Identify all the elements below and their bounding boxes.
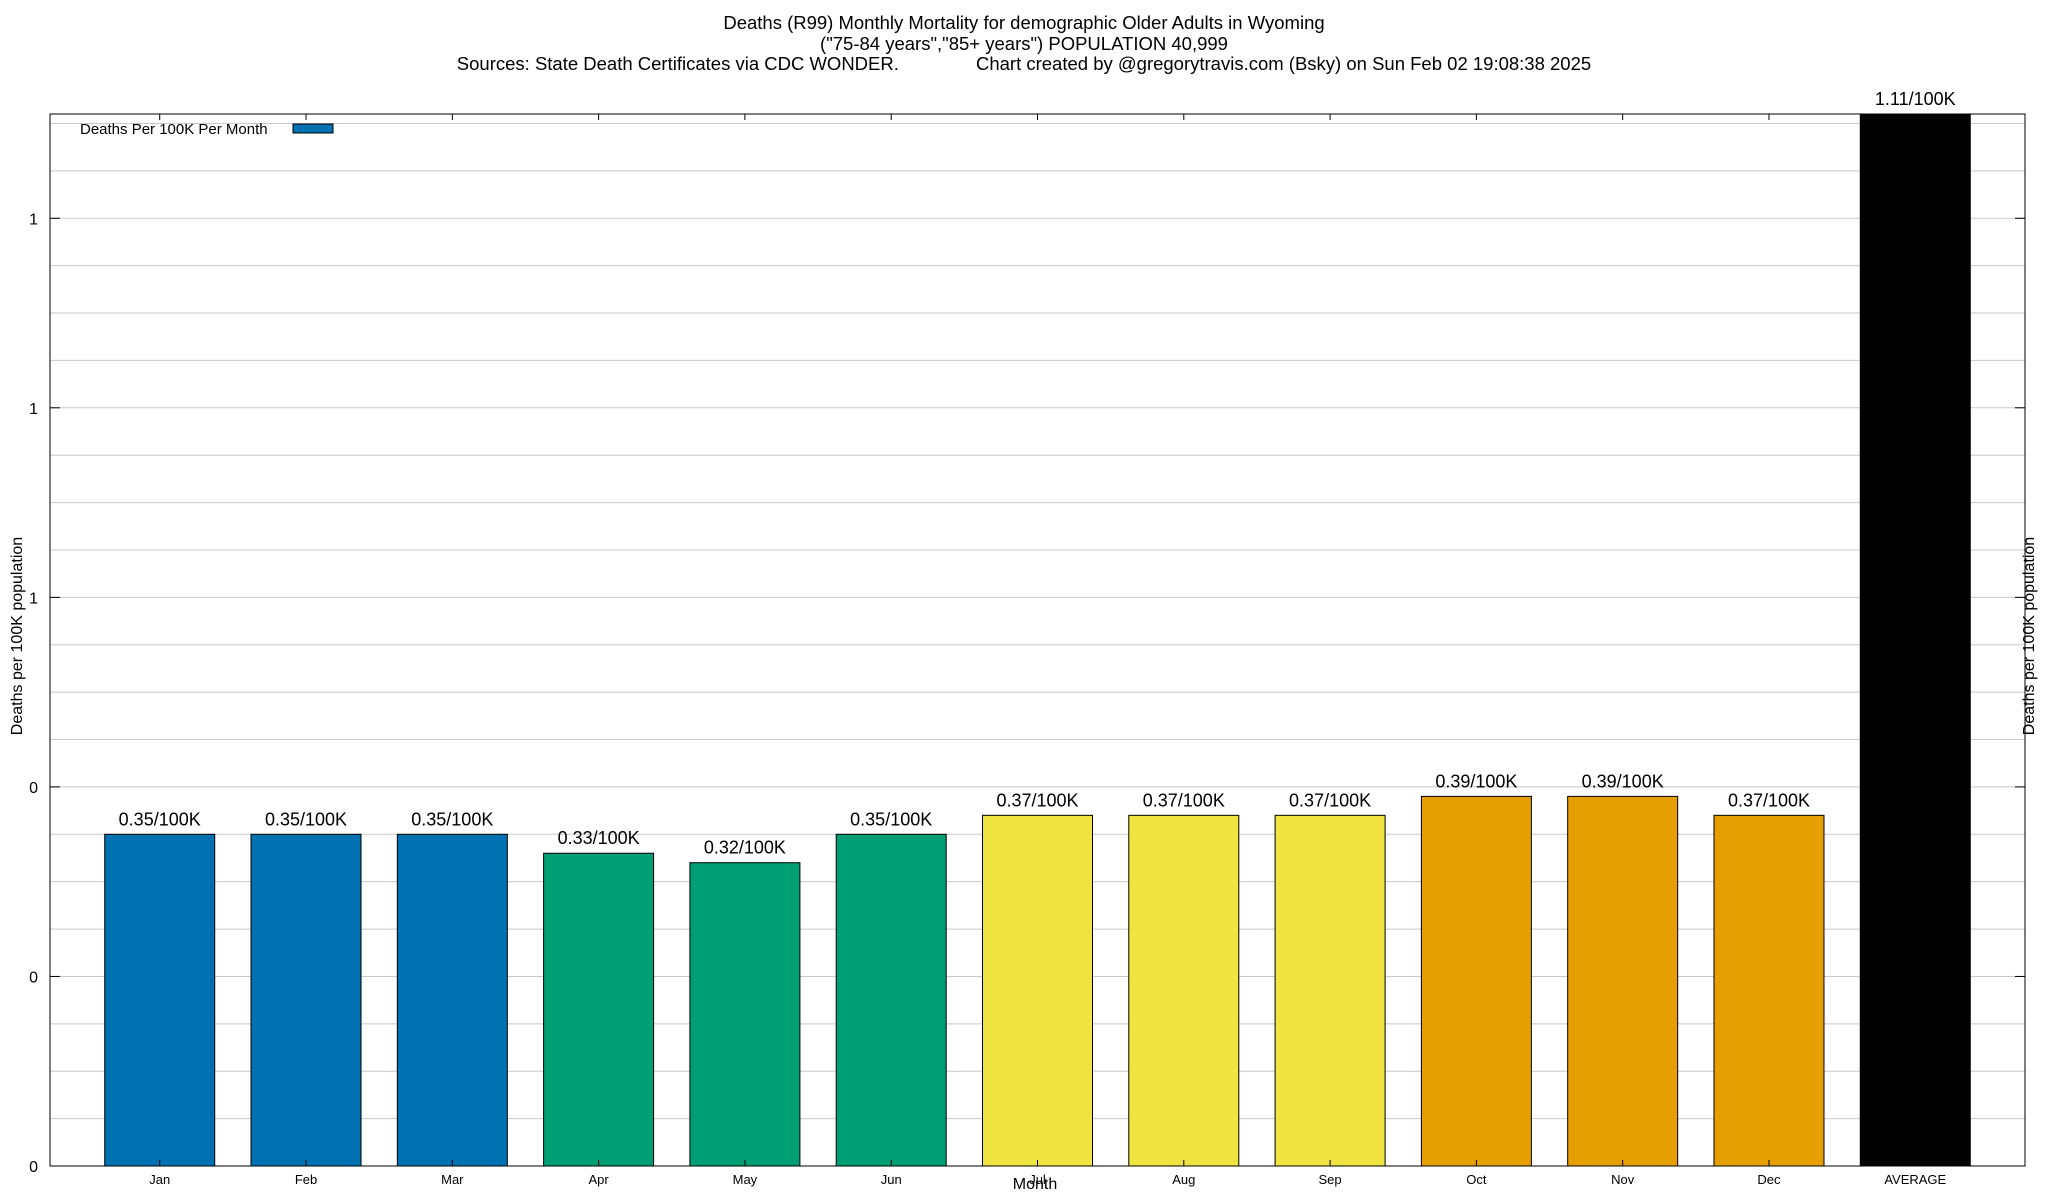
plot-frame (49, 113, 2026, 1167)
x-axis-label: Month (1012, 1176, 1058, 1193)
y-tick-label: 1 (29, 401, 38, 418)
legend: Deaths Per 100K Per Month (80, 121, 334, 138)
bar (1567, 795, 1679, 1167)
data-label: 0.35/100K (411, 809, 493, 829)
data-label: 1.11/100K (1875, 89, 1956, 109)
bar (396, 833, 508, 1167)
chart-source-line: Sources: State Death Certificates via CD… (456, 53, 1592, 74)
bars (104, 113, 1971, 1167)
x-tick-label: Feb (295, 1172, 317, 1187)
chart-subtitle: ("75-84 years","85+ years") POPULATION 4… (820, 32, 1228, 54)
y-tick-label: 1 (29, 211, 38, 228)
legend-label: Deaths Per 100K Per Month (80, 121, 268, 138)
data-label: 0.39/100K (1435, 771, 1517, 791)
data-label: 0.37/100K (1728, 790, 1810, 810)
bar (1274, 814, 1386, 1167)
x-tick-label: AVERAGE (1884, 1172, 1946, 1187)
bar (982, 814, 1093, 1167)
x-tick-label: Jun (881, 1172, 902, 1187)
y-axis-label: Deaths per 100K population (9, 536, 26, 736)
bar (1859, 113, 1971, 1167)
bar (1420, 795, 1532, 1167)
data-label: 0.33/100K (558, 828, 640, 848)
y-tick-label: 1 (29, 590, 38, 607)
x-tick-label: Jul (1029, 1172, 1046, 1187)
data-label: 0.37/100K (1143, 790, 1225, 810)
legend-swatch (292, 123, 334, 134)
bar (543, 852, 655, 1167)
bar (250, 833, 362, 1167)
data-label: 0.37/100K (1289, 790, 1371, 810)
x-tick-label: May (733, 1172, 758, 1187)
x-tick-label: Apr (588, 1172, 609, 1187)
data-label: 0.32/100K (704, 838, 786, 858)
bar (1128, 814, 1240, 1167)
data-label: 0.39/100K (1582, 771, 1664, 791)
x-tick-label: Jan (149, 1172, 170, 1187)
grid-lines (50, 122, 2025, 1167)
data-labels: 0.35/100K 0.35/100K 0.35/100K 0.33/100K 0.32… (119, 89, 1956, 858)
chart-title: Deaths (R99) Monthly Mortality for demog… (723, 12, 1325, 33)
y-tick-label: 0 (29, 780, 38, 797)
bar (1713, 814, 1825, 1167)
y2-axis-label: Deaths per 100K population (2021, 536, 2038, 736)
chart-title-block: Deaths (R99) Monthly Mortality for demog… (0, 12, 2048, 75)
data-label: 0.35/100K (119, 809, 201, 829)
y-tick-label: 0 (29, 1159, 38, 1176)
y-tick-label: 0 (29, 969, 38, 986)
bar (104, 833, 216, 1167)
data-label: 0.37/100K (996, 790, 1078, 810)
x-tick-label: Oct (1466, 1172, 1487, 1187)
x-tick-label: Mar (441, 1172, 464, 1187)
bar (689, 862, 801, 1167)
bar (835, 833, 947, 1167)
axes: Jan Feb Mar Apr May Jun Jul Aug Sep Oct Nov Dec AVER… (29, 113, 2026, 1187)
data-label: 0.35/100K (265, 809, 347, 829)
x-tick-label: Nov (1611, 1172, 1635, 1187)
x-tick-label: Aug (1172, 1172, 1195, 1187)
x-tick-label: Dec (1757, 1172, 1781, 1187)
x-tick-label: Sep (1319, 1172, 1342, 1187)
data-label: 0.35/100K (850, 809, 932, 829)
